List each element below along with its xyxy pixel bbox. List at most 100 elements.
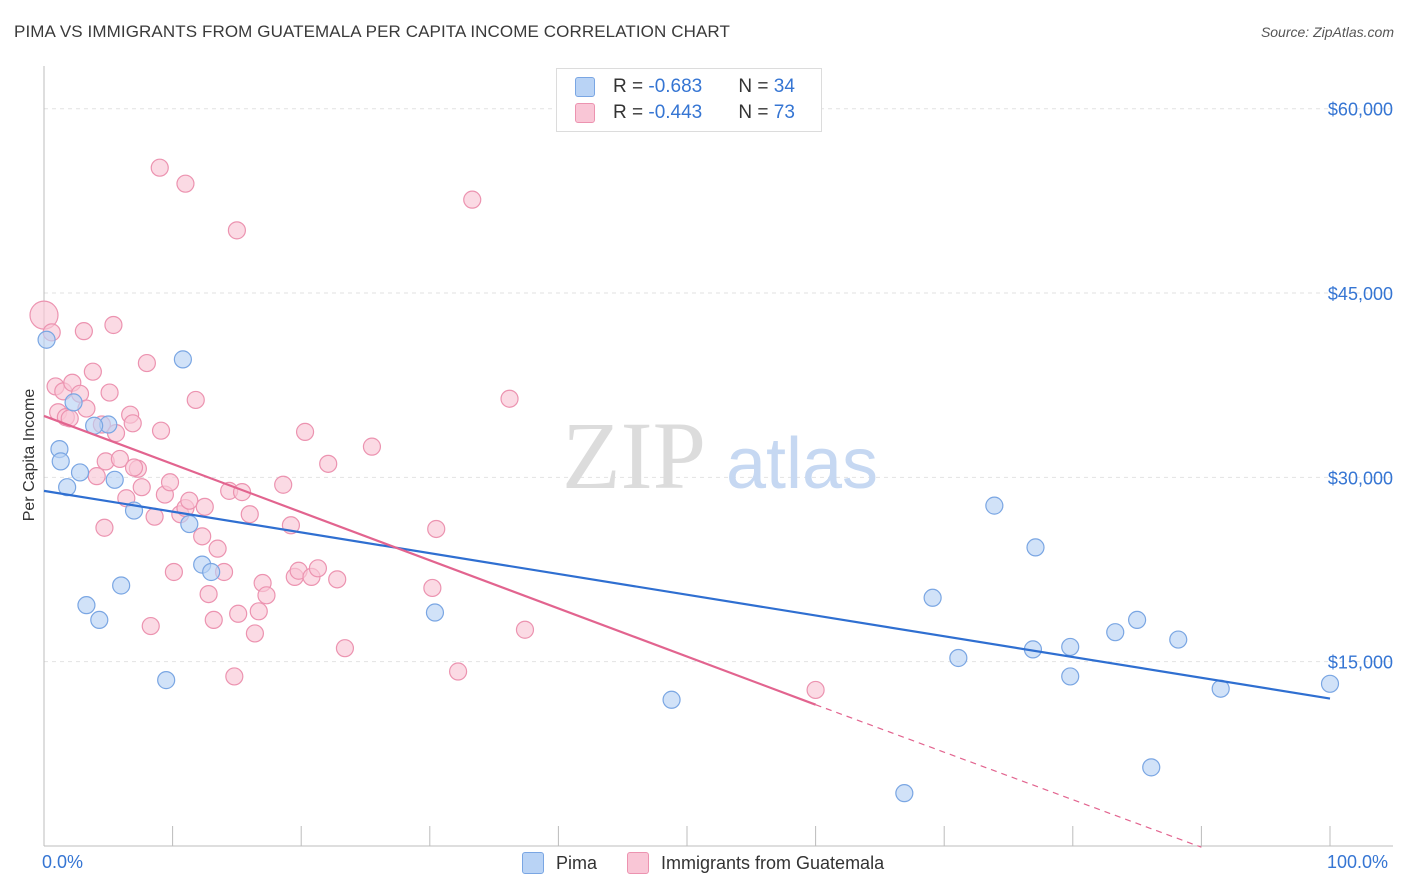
- guatemala-point: [427, 519, 446, 539]
- legend-swatch-pima: [575, 77, 595, 97]
- pima-point: [1026, 538, 1045, 557]
- guatemala-point: [137, 353, 156, 373]
- guatemala-point: [328, 570, 347, 589]
- legend-r-value: -0.683: [648, 76, 703, 97]
- source-label: Source: ZipAtlas.com: [1260, 24, 1394, 40]
- guatemala-point: [274, 475, 293, 494]
- guatemala-trend-extension: [815, 704, 1202, 848]
- legend-label-guatemala: Immigrants from Guatemala: [661, 852, 885, 873]
- guatemala-point: [100, 383, 119, 402]
- pima-point: [923, 588, 942, 607]
- legend-item-pima: Pima: [522, 852, 597, 874]
- pima-point: [985, 496, 1004, 515]
- guatemala-point: [195, 497, 214, 516]
- guatemala-point: [150, 158, 169, 177]
- pima-point: [77, 596, 96, 615]
- legend-r-label: R =: [613, 102, 649, 123]
- guatemala-point: [463, 190, 482, 209]
- legend-n-value: 34: [773, 76, 795, 97]
- guatemala-point: [104, 315, 123, 335]
- guatemala-point: [225, 667, 244, 686]
- guatemala-point: [199, 584, 218, 604]
- pima-point: [90, 610, 109, 630]
- legend-swatch-pima: [522, 852, 544, 874]
- legend-swatch-guatemala: [627, 852, 650, 874]
- legend-r-label: R =: [613, 76, 649, 97]
- guatemala-point: [164, 562, 183, 582]
- pima-point: [70, 463, 90, 482]
- pima-point: [1169, 630, 1188, 649]
- guatemala-point: [227, 221, 246, 240]
- guatemala-point: [95, 518, 114, 537]
- series-pima: [37, 330, 1340, 803]
- pima-point: [37, 330, 56, 349]
- legend-r-value: -0.443: [648, 102, 703, 123]
- chart-title: PIMA VS IMMIGRANTS FROM GUATEMALA PER CA…: [14, 22, 730, 41]
- guatemala-point: [257, 586, 276, 605]
- pima-point: [51, 452, 70, 471]
- pima-point: [895, 784, 914, 803]
- y-tick-labels: $15,000 $30,000 $45,000 $60,000: [1328, 100, 1393, 673]
- trend-lines: [43, 414, 1331, 848]
- guatemala-point: [515, 620, 535, 639]
- y-axis-label: Per Capita Income: [21, 388, 38, 522]
- pima-point: [180, 514, 199, 534]
- guatemala-point: [806, 680, 825, 700]
- y-tick-label: $30,000: [1328, 468, 1393, 488]
- y-tick-label: $15,000: [1328, 653, 1393, 673]
- guatemala-point: [448, 662, 468, 681]
- pima-point: [1061, 667, 1080, 686]
- guatemala-point: [295, 422, 315, 441]
- pima-point: [1106, 623, 1125, 642]
- guatemala-point: [319, 454, 338, 473]
- legend-n-label: N =: [738, 102, 774, 123]
- guatemala-point: [141, 616, 160, 636]
- legend-item-guatemala: Immigrants from Guatemala: [627, 852, 884, 874]
- pima-point: [112, 576, 131, 595]
- guatemala-point: [193, 527, 212, 546]
- guatemala-point: [151, 421, 171, 440]
- legend-row-pima: R = -0.683 N = 34: [575, 75, 795, 99]
- guatemala-point: [208, 539, 227, 558]
- guatemala-point: [176, 174, 195, 193]
- axes: [43, 66, 1393, 847]
- guatemala-point: [180, 491, 199, 510]
- pima-point: [202, 562, 221, 582]
- legend-label-pima: Pima: [556, 852, 598, 873]
- watermark-atlas: atlas: [726, 424, 878, 504]
- guatemala-point: [186, 390, 205, 410]
- guatemala-point: [229, 604, 248, 623]
- y-tick-label: $60,000: [1328, 100, 1393, 120]
- pima-point: [1320, 674, 1340, 693]
- series-legend: Pima Immigrants from Guatemala: [522, 852, 914, 874]
- pima-point: [64, 393, 83, 412]
- guatemala-point: [245, 624, 265, 643]
- pima-point: [1127, 610, 1147, 630]
- legend-swatch-guatemala: [575, 103, 595, 123]
- pima-point: [662, 690, 681, 709]
- legend-n-value: 73: [773, 102, 795, 123]
- guatemala-trend-line: [43, 414, 816, 706]
- guatemala-point: [110, 449, 129, 469]
- guatemala-point: [335, 639, 355, 658]
- guatemala-point: [249, 602, 268, 621]
- x-tick-label-max: 100.0%: [1327, 852, 1389, 872]
- y-tick-label: $45,000: [1328, 284, 1393, 304]
- legend-n-label: N =: [738, 76, 774, 97]
- pima-trend-line: [43, 489, 1331, 700]
- guatemala-point: [123, 414, 142, 433]
- guatemala-point: [362, 437, 382, 456]
- guatemala-point: [74, 322, 93, 341]
- guatemala-point: [423, 578, 442, 598]
- guatemala-point: [160, 473, 180, 492]
- pima-point: [1142, 758, 1161, 777]
- guatemala-point: [132, 478, 151, 497]
- guatemala-point: [500, 389, 519, 408]
- legend-row-guatemala: R = -0.443 N = 73: [575, 101, 795, 125]
- pima-point: [105, 470, 124, 489]
- pima-point: [173, 350, 192, 369]
- pima-point: [1061, 637, 1080, 657]
- gridlines: [44, 108, 1393, 663]
- pima-point: [425, 603, 445, 622]
